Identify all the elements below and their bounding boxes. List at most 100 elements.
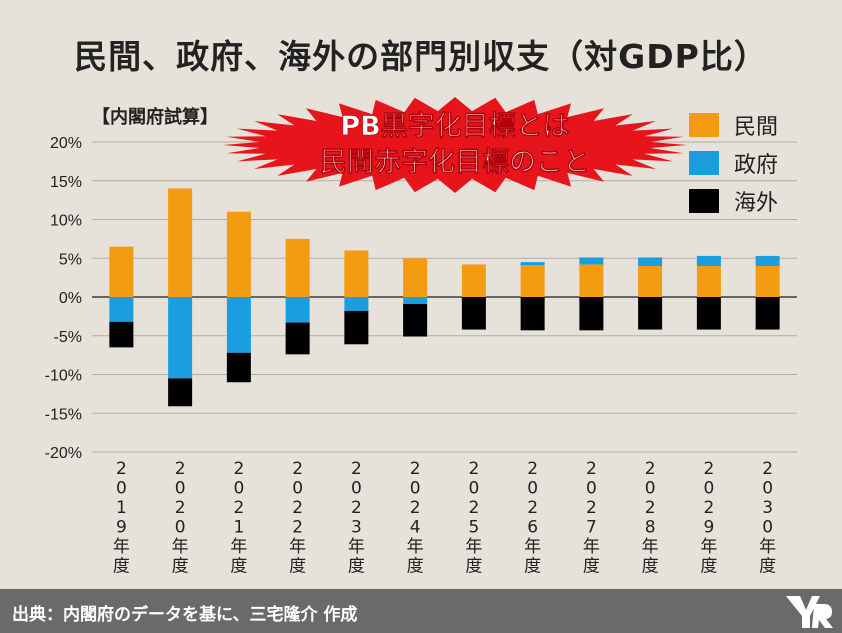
y-tick-label: 20%	[50, 135, 82, 152]
bar-民間	[168, 188, 193, 297]
bar-海外	[285, 322, 310, 355]
x-tick-label: 9	[116, 518, 127, 538]
x-tick-label: 2	[586, 498, 597, 518]
chart-title: 民間、政府、海外の部門別収支（対GDP比）	[74, 37, 768, 76]
legend-swatch-民間	[689, 113, 719, 137]
source-note: 出典：内閣府のデータを基に、三宅隆介 作成	[12, 605, 358, 625]
x-tick-label: 2	[175, 498, 186, 518]
bar-民間	[285, 238, 310, 297]
bar-政府	[638, 257, 663, 266]
legend-label: 海外	[734, 191, 778, 216]
y-tick-label: 0%	[59, 290, 82, 307]
x-tick-label: 0	[762, 518, 773, 538]
bar-海外	[344, 310, 369, 345]
x-tick-label: 2	[292, 518, 303, 538]
x-tick-label: 0	[175, 479, 186, 499]
x-tick-label: 2	[233, 498, 244, 518]
bar-民間	[403, 258, 428, 297]
bar-政府	[520, 262, 545, 266]
chart-canvas: 20% 15% 10% 5% 0% -5% -10% -15% -20% PB黒字化目標とは民間赤…	[45, 97, 797, 577]
chart-subtitle: 【内閣府試算】	[92, 107, 218, 128]
bar-民間	[755, 266, 780, 297]
x-tick-label: 年	[348, 537, 365, 557]
x-tick-label: 度	[289, 557, 306, 577]
x-tick-label: 度	[348, 557, 365, 577]
x-tick-label: 0	[645, 479, 656, 499]
x-tick-label: 2	[175, 459, 186, 479]
x-tick-label: 0	[703, 479, 714, 499]
bar-民間	[461, 264, 486, 297]
bar-海外	[403, 303, 428, 337]
x-tick-label: 2	[586, 459, 597, 479]
x-tick-label: 2	[762, 459, 773, 479]
x-tick-label: 5	[468, 518, 479, 538]
x-tick-label: 度	[113, 557, 130, 577]
x-tick-label: 1	[233, 518, 244, 538]
y-tick-label: 10%	[50, 213, 82, 230]
bar-政府	[344, 297, 369, 311]
x-tick-label: 0	[116, 479, 127, 499]
x-tick-label: 2	[703, 498, 714, 518]
y-tick-label: -10%	[45, 368, 82, 385]
x-tick-label: 0	[762, 479, 773, 499]
bar-政府	[109, 297, 134, 322]
x-tick-label: 年	[113, 537, 130, 557]
x-tick-label: 4	[410, 518, 421, 538]
bar-政府	[696, 255, 721, 266]
x-tick-label: 2	[468, 459, 479, 479]
legend-label: 政府	[734, 153, 778, 178]
x-tick-label: 0	[527, 479, 538, 499]
bar-民間	[226, 211, 251, 297]
x-tick-label: 年	[700, 537, 717, 557]
bar-海外	[168, 378, 193, 407]
x-tick-label: 2	[703, 459, 714, 479]
legend-swatch-政府	[689, 151, 719, 175]
annotation-text: PB黒字化目標とは	[340, 110, 569, 142]
x-tick-label: 0	[468, 479, 479, 499]
x-tick-label: 0	[410, 479, 421, 499]
brand-logo-icon	[786, 596, 833, 628]
x-tick-label: 0	[292, 479, 303, 499]
y-tick-label: -20%	[45, 445, 82, 462]
bar-政府	[285, 297, 310, 323]
x-tick-label: 度	[524, 557, 541, 577]
x-tick-label: 2	[116, 459, 127, 479]
bar-海外	[638, 297, 663, 330]
annotation-text: 民間赤字化目標のこと	[320, 146, 590, 178]
bar-政府	[579, 257, 604, 265]
x-tick-label: 年	[583, 537, 600, 557]
bar-民間	[638, 266, 663, 297]
x-tick-label: 年	[407, 537, 424, 557]
x-tick-label: 度	[642, 557, 659, 577]
x-tick-label: 年	[465, 537, 482, 557]
bar-政府	[755, 255, 780, 266]
x-tick-label: 年	[172, 537, 189, 557]
x-tick-label: 2	[410, 459, 421, 479]
y-tick-label: -15%	[45, 406, 82, 423]
x-tick-label: 3	[762, 498, 773, 518]
bar-民間	[520, 265, 545, 297]
x-tick-label: 3	[351, 518, 362, 538]
legend-label: 民間	[734, 115, 778, 140]
x-tick-label: 1	[116, 498, 127, 518]
bar-海外	[696, 297, 721, 330]
bar-海外	[520, 297, 545, 331]
x-tick-label: 度	[172, 557, 189, 577]
annotation-burst	[223, 97, 687, 193]
x-tick-label: 度	[759, 557, 776, 577]
bar-海外	[579, 297, 604, 331]
bar-政府	[403, 297, 428, 304]
x-tick-label: 2	[410, 498, 421, 518]
x-tick-label: 6	[527, 518, 538, 538]
x-tick-label: 0	[351, 479, 362, 499]
bar-海外	[461, 297, 486, 330]
bar-民間	[579, 264, 604, 297]
x-tick-label: 度	[230, 557, 247, 577]
bar-政府	[168, 297, 193, 379]
x-tick-label: 2	[645, 459, 656, 479]
x-tick-label: 2	[468, 498, 479, 518]
x-tick-label: 7	[586, 518, 597, 538]
x-tick-label: 度	[583, 557, 600, 577]
x-tick-label: 2	[351, 459, 362, 479]
bar-海外	[226, 352, 251, 383]
